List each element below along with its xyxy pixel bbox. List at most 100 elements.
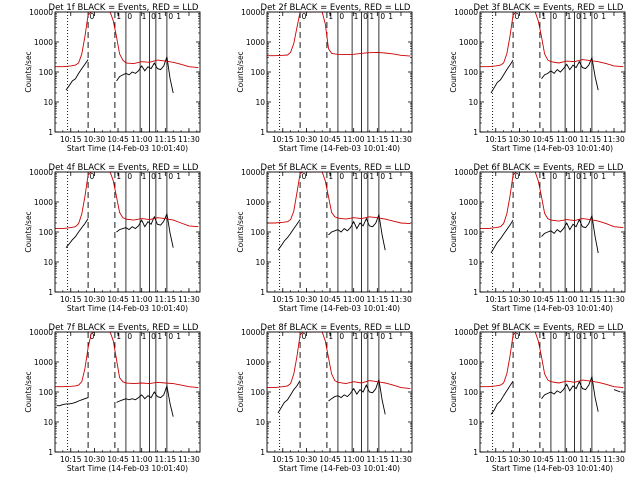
x-tick-label: 10:45 [532, 135, 554, 144]
y-tick-label: 100 [251, 228, 266, 237]
y-tick-label: 10000 [241, 328, 265, 337]
y-tick-label: 1 [260, 448, 265, 457]
y-tick-label: 1 [473, 128, 478, 137]
attenuator-label: 0 [515, 172, 520, 181]
plot-frame [54, 171, 201, 293]
y-tick-label: 100 [39, 68, 54, 77]
y-tick-label: 10000 [454, 8, 478, 17]
marker-lines [279, 332, 380, 452]
marker-lines [492, 172, 593, 292]
y-tick-label: 100 [464, 228, 479, 237]
chart-title: Det 3f BLACK = Events, RED = LLD [474, 3, 624, 13]
attenuator-label: 0 [576, 172, 581, 181]
x-tick-label: 11:00 [556, 295, 578, 304]
attenuator-label: 1 [157, 12, 162, 21]
attenuator-label: 1 [369, 172, 374, 181]
x-tick-label: 10:45 [107, 455, 129, 464]
plot-frame [479, 331, 626, 453]
x-tick-label: 11:30 [603, 135, 625, 144]
attenuator-label: 1 [582, 172, 587, 181]
x-tick-label: 10:15 [485, 135, 507, 144]
x-tick-label: 11:15 [155, 135, 177, 144]
x-tick-label: 11:30 [178, 295, 200, 304]
x-tick-label: 10:30 [84, 295, 106, 304]
x-tick-label: 11:15 [367, 135, 389, 144]
x-tick-label: 10:15 [272, 135, 294, 144]
x-tick-label: 10:15 [485, 455, 507, 464]
lld-series-line [267, 332, 411, 390]
attenuator-label: 0 [127, 12, 132, 21]
x-tick-label: 10:45 [532, 455, 554, 464]
y-tick-label: 1 [260, 288, 265, 297]
x-tick-label: 10:30 [84, 135, 106, 144]
attenuator-label: 1 [157, 172, 162, 181]
y-tick-label: 10000 [454, 328, 478, 337]
y-tick-label: 10 [255, 418, 265, 427]
attenuator-label: 0 [127, 332, 132, 341]
x-axis-label: Start Time (14-Feb-03 10:01:40) [279, 304, 400, 313]
x-tick-label: 11:30 [390, 135, 412, 144]
x-tick-label: 11:30 [603, 295, 625, 304]
x-tick-label: 10:45 [319, 455, 341, 464]
x-tick-label: 10:15 [60, 135, 82, 144]
y-axis-label: Counts/sec [24, 51, 33, 92]
x-tick-label: 11:30 [390, 455, 412, 464]
y-tick-label: 100 [464, 68, 479, 77]
chart-title: Det 4f BLACK = Events, RED = LLD [49, 163, 199, 173]
x-tick-label: 11:00 [131, 455, 153, 464]
attenuator-label: 1 [176, 332, 181, 341]
attenuator-label: 1 [328, 332, 333, 341]
x-axis-label: Start Time (14-Feb-03 10:01:40) [492, 144, 613, 153]
attenuator-label: 1 [601, 332, 606, 341]
y-tick-label: 10000 [241, 8, 265, 17]
attenuator-label: 0 [380, 172, 385, 181]
attenuator-label: 1 [157, 332, 162, 341]
plot-frame [266, 331, 413, 453]
y-tick-label: 100 [39, 228, 54, 237]
marker-lines [279, 172, 380, 292]
y-tick-label: 1000 [246, 358, 265, 367]
y-tick-label: 10000 [29, 328, 53, 337]
x-axis-label: Start Time (14-Feb-03 10:01:40) [67, 464, 188, 473]
attenuator-label: 1 [601, 12, 606, 21]
y-axis-label: Counts/sec [236, 371, 245, 412]
y-tick-label: 1000 [459, 198, 478, 207]
y-tick-label: 1 [48, 288, 53, 297]
attenuator-label: 0 [151, 12, 156, 21]
x-tick-label: 11:15 [580, 295, 602, 304]
events-series-line [490, 56, 599, 94]
y-tick-label: 1000 [246, 38, 265, 47]
y-axis-label: Counts/sec [449, 51, 458, 92]
y-axis-label: Counts/sec [24, 211, 33, 252]
x-tick-label: 10:15 [60, 295, 82, 304]
y-axis-label: Counts/sec [449, 371, 458, 412]
attenuator-label: 0 [151, 172, 156, 181]
marker-lines [279, 12, 380, 132]
x-tick-label: 10:15 [485, 295, 507, 304]
marker-lines [67, 332, 168, 452]
attenuator-label: 0 [339, 12, 344, 21]
y-tick-label: 1 [48, 128, 53, 137]
chart-title: Det 5f BLACK = Events, RED = LLD [261, 163, 411, 173]
attenuator-label: 1 [354, 332, 359, 341]
attenuator-label: 0 [339, 172, 344, 181]
attenuator-label: 1 [582, 332, 587, 341]
attenuator-label: 0 [380, 12, 385, 21]
x-tick-label: 10:45 [532, 295, 554, 304]
x-tick-label: 11:15 [367, 455, 389, 464]
y-axis-label: Counts/sec [24, 371, 33, 412]
attenuator-label: 0 [339, 332, 344, 341]
attenuator-label: 1 [541, 12, 546, 21]
